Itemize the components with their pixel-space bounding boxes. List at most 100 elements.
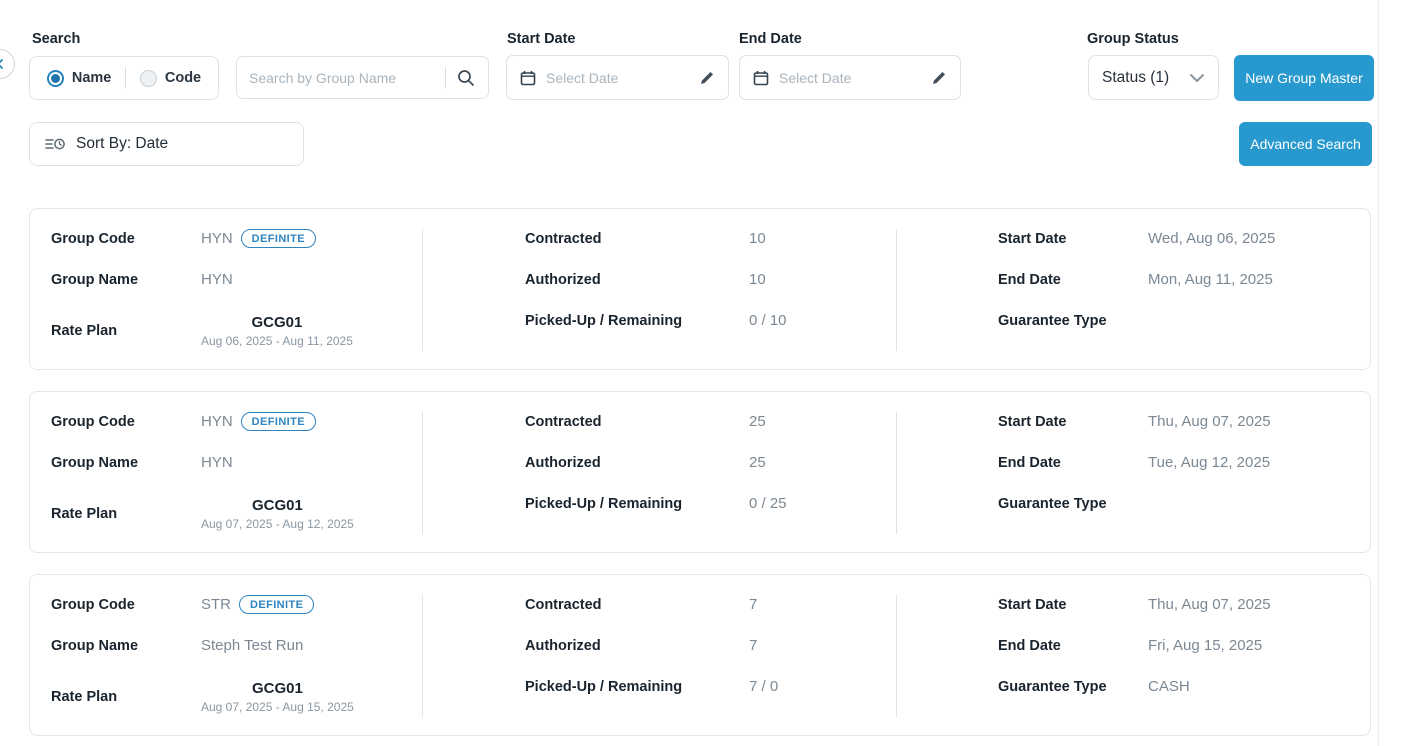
calendar-icon[interactable] (753, 70, 769, 86)
sort-by-control[interactable]: Sort By: Date (29, 122, 304, 166)
search-type-radio-group: Name Code (29, 56, 219, 100)
end-date-label: End Date (998, 271, 1061, 288)
new-group-master-button[interactable]: New Group Master (1234, 55, 1374, 101)
collapse-panel-button[interactable] (0, 49, 15, 79)
rate-plan-label: Rate Plan (51, 689, 118, 705)
authorized-row: Authorized 25 (422, 442, 896, 483)
authorized-label: Authorized (525, 454, 601, 471)
chevron-down-icon (1189, 73, 1205, 83)
authorized-row: Authorized 7 (422, 625, 896, 666)
guarantee-type-row: Guarantee Type CASH (896, 666, 1372, 707)
sort-by-value: Sort By: Date (76, 135, 169, 152)
picked-up-value: 0 / 25 (749, 495, 787, 512)
group-card[interactable]: Group Code STR DEFINITE Group Name Steph… (29, 574, 1371, 736)
end-date-row: End Date Tue, Aug 12, 2025 (896, 442, 1372, 483)
card-identity-column: Group Code HYN DEFINITE Group Name HYN R… (30, 392, 422, 552)
group-status-value: Status (1) (1102, 68, 1170, 86)
rate-plan-row: Rate Plan GCG01 Aug 07, 2025 - Aug 12, 2… (30, 483, 422, 545)
card-identity-column: Group Code STR DEFINITE Group Name Steph… (30, 575, 422, 735)
contracted-row: Contracted 10 (422, 218, 896, 259)
rate-plan-row: Rate Plan GCG01 Aug 07, 2025 - Aug 15, 2… (30, 666, 422, 728)
start-date-label: Start Date (998, 413, 1067, 430)
card-dates-column: Start Date Wed, Aug 06, 2025 End Date Mo… (896, 209, 1372, 369)
group-name-value: HYN (201, 271, 233, 288)
panel-edge-rule (1378, 0, 1379, 746)
guarantee-type-row: Guarantee Type (896, 483, 1372, 524)
authorized-value: 7 (749, 637, 758, 654)
radio-code[interactable]: Code (139, 69, 201, 87)
end-date-field[interactable]: Select Date (739, 55, 961, 100)
search-section-label: Search (32, 31, 81, 47)
authorized-row: Authorized 10 (422, 259, 896, 300)
picked-up-label: Picked-Up / Remaining (525, 312, 683, 329)
contracted-value: 25 (749, 413, 766, 430)
end-date-row: End Date Fri, Aug 15, 2025 (896, 625, 1372, 666)
group-status-dropdown[interactable]: Status (1) (1088, 55, 1219, 100)
guarantee-type-row: Guarantee Type (896, 300, 1372, 341)
edit-pencil-icon[interactable] (931, 70, 947, 86)
start-date-placeholder: Select Date (546, 69, 619, 86)
group-code-row: Group Code HYN DEFINITE (30, 401, 422, 442)
advanced-search-button[interactable]: Advanced Search (1239, 122, 1372, 166)
card-inventory-column: Contracted 10 Authorized 10 Picked-Up / … (422, 209, 896, 369)
rate-plan-label: Rate Plan (51, 506, 118, 522)
group-name-row: Group Name Steph Test Run (30, 625, 422, 666)
radio-name[interactable]: Name (46, 69, 112, 87)
picked-up-value: 0 / 10 (749, 312, 787, 329)
picked-up-row: Picked-Up / Remaining 7 / 0 (422, 666, 896, 707)
search-icon[interactable] (456, 68, 476, 88)
contracted-label: Contracted (525, 230, 602, 247)
guarantee-type-label: Guarantee Type (998, 495, 1107, 512)
radio-unselected-icon (139, 69, 157, 87)
radio-name-label: Name (71, 70, 112, 86)
start-date-label: Start Date (507, 31, 576, 47)
end-date-value: Tue, Aug 12, 2025 (1148, 454, 1271, 471)
group-code-label: Group Code (51, 230, 135, 247)
contracted-label: Contracted (525, 596, 602, 613)
end-date-value: Mon, Aug 11, 2025 (1148, 271, 1273, 288)
start-date-row: Start Date Wed, Aug 06, 2025 (896, 218, 1372, 259)
card-dates-column: Start Date Thu, Aug 07, 2025 End Date Tu… (896, 392, 1372, 552)
search-placeholder: Search by Group Name (249, 69, 397, 86)
group-card[interactable]: Group Code HYN DEFINITE Group Name HYN R… (29, 208, 1371, 370)
picked-up-label: Picked-Up / Remaining (525, 495, 683, 512)
picked-up-label: Picked-Up / Remaining (525, 678, 683, 695)
start-date-value: Thu, Aug 07, 2025 (1148, 413, 1271, 430)
group-search-input[interactable]: Search by Group Name (236, 56, 489, 99)
guarantee-type-label: Guarantee Type (998, 678, 1107, 695)
edit-pencil-icon[interactable] (699, 70, 715, 86)
start-date-field[interactable]: Select Date (506, 55, 729, 100)
start-date-row: Start Date Thu, Aug 07, 2025 (896, 401, 1372, 442)
contracted-row: Contracted 25 (422, 401, 896, 442)
contracted-value: 7 (749, 596, 758, 613)
group-name-value: Steph Test Run (201, 637, 304, 654)
group-code-label: Group Code (51, 596, 135, 613)
chevron-left-icon (0, 58, 6, 70)
rate-plan-dates: Aug 07, 2025 - Aug 15, 2025 (201, 700, 354, 715)
search-divider (445, 66, 446, 89)
group-code-value: STR (201, 596, 231, 613)
group-name-value: HYN (201, 454, 233, 471)
group-code-row: Group Code STR DEFINITE (30, 584, 422, 625)
status-badge: DEFINITE (240, 229, 316, 248)
picked-up-row: Picked-Up / Remaining 0 / 10 (422, 300, 896, 341)
calendar-icon[interactable] (520, 70, 536, 86)
picked-up-value: 7 / 0 (749, 678, 779, 695)
authorized-label: Authorized (525, 637, 601, 654)
guarantee-type-value: CASH (1148, 678, 1190, 695)
guarantee-type-label: Guarantee Type (998, 312, 1107, 329)
start-date-value: Thu, Aug 07, 2025 (1148, 596, 1271, 613)
rate-plan-code: GCG01 (251, 496, 303, 514)
end-date-label: End Date (998, 637, 1061, 654)
rate-plan-dates: Aug 07, 2025 - Aug 12, 2025 (201, 517, 354, 532)
contracted-label: Contracted (525, 413, 602, 430)
rate-plan-code: GCG01 (251, 679, 303, 697)
start-date-row: Start Date Thu, Aug 07, 2025 (896, 584, 1372, 625)
sort-by-time-icon (44, 135, 66, 153)
group-name-row: Group Name HYN (30, 259, 422, 300)
contracted-row: Contracted 7 (422, 584, 896, 625)
end-date-placeholder: Select Date (779, 69, 852, 86)
group-card[interactable]: Group Code HYN DEFINITE Group Name HYN R… (29, 391, 1371, 553)
group-name-label: Group Name (51, 271, 139, 288)
status-badge: DEFINITE (240, 412, 316, 431)
